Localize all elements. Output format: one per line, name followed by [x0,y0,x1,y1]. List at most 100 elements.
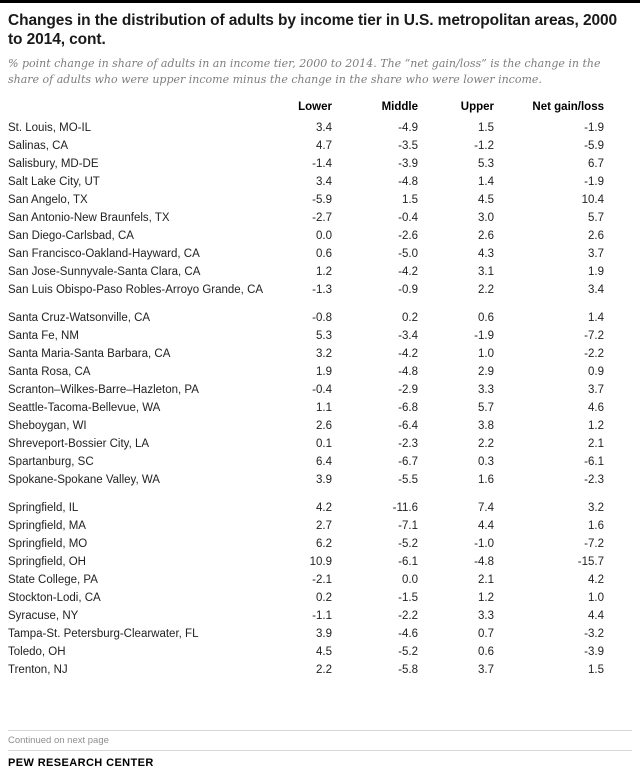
metro-column-header [8,97,270,119]
value-cell: 1.0 [588,592,604,605]
value-cell: -5.2 [398,538,418,551]
value-cell: -5.0 [398,248,418,261]
metro-name-cell: Springfield, MO [8,538,88,551]
value-cell: -0.9 [398,284,418,297]
value-cell: -1.4 [312,158,332,171]
value-cell: 4.5 [478,194,494,207]
table-row: Toledo, OH 4.5 -5.2 0.6 -3.9 [8,643,632,661]
table-row: Salisbury, MD-DE -1.4 -3.9 5.3 6.7 [8,155,632,173]
top-rule [0,0,640,3]
value-cell: 3.4 [588,284,604,297]
table-row: Seattle-Tacoma-Bellevue, WA 1.1 -6.8 5.7 4.6 [8,399,632,417]
value-cell: 3.7 [478,664,494,677]
value-cell: -4.6 [398,628,418,641]
value-cell: -4.2 [398,348,418,361]
value-cell: 3.7 [588,248,604,261]
value-cell: 3.2 [588,502,604,515]
value-cell: -1.1 [312,610,332,623]
table-row: Santa Fe, NM 5.3 -3.4 -1.9 -7.2 [8,327,632,345]
continued-note: Continued on next page [8,735,109,746]
value-cell: 1.6 [588,520,604,533]
metro-name-cell: Salt Lake City, UT [8,176,100,189]
value-cell: 0.9 [588,366,604,379]
value-cell: 1.2 [588,420,604,433]
value-cell: -1.5 [398,592,418,605]
value-cell: -4.2 [398,266,418,279]
table-row: San Luis Obispo-Paso Robles-Arroyo Grand… [8,281,632,299]
metro-name-cell: Salisbury, MD-DE [8,158,99,171]
value-cell: -1.9 [474,330,494,343]
table-row: Spartanburg, SC 6.4 -6.7 0.3 -6.1 [8,453,632,471]
value-cell: 0.6 [316,248,332,261]
column-header: Middle [381,101,418,114]
value-cell: 1.2 [316,266,332,279]
value-cell: 3.7 [588,384,604,397]
brand-name: PEW RESEARCH CENTER [8,757,154,769]
value-cell: -7.2 [584,538,604,551]
metro-name-cell: Shreveport-Bossier City, LA [8,438,150,451]
value-cell: -2.1 [312,574,332,587]
metro-name-cell: Santa Rosa, CA [8,366,91,379]
value-cell: -3.9 [398,158,418,171]
metro-name-cell: Springfield, OH [8,556,86,569]
value-cell: 5.3 [478,158,494,171]
value-cell: -5.9 [584,140,604,153]
value-cell: -5.8 [398,664,418,677]
value-cell: -5.5 [398,474,418,487]
metro-name-cell: Springfield, IL [8,502,79,515]
value-cell: 3.1 [478,266,494,279]
value-cell: 0.6 [478,312,494,325]
table-row: Santa Cruz-Watsonville, CA -0.8 0.2 0.6 1.4 [8,299,632,327]
value-cell: 4.6 [588,402,604,415]
footer-rule-bottom [8,750,632,751]
table-row: Shreveport-Bossier City, LA 0.1 -2.3 2.2 2.1 [8,435,632,453]
value-cell: 4.3 [478,248,494,261]
value-cell: -7.2 [584,330,604,343]
column-header: Net gain/loss [532,101,604,114]
metro-name-cell: San Jose-Sunnyvale-Santa Clara, CA [8,266,201,279]
value-cell: 3.9 [316,628,332,641]
value-cell: 3.0 [478,212,494,225]
value-cell: 3.3 [478,384,494,397]
metro-name-cell: Scranton–Wilkes-Barre–Hazleton, PA [8,384,199,397]
value-cell: 2.2 [478,284,494,297]
value-cell: 10.4 [581,194,604,207]
value-cell: 0.0 [402,574,418,587]
value-cell: -1.2 [474,140,494,153]
value-cell: -1.9 [584,122,604,135]
value-cell: 1.5 [478,122,494,135]
table-row: Springfield, MO 6.2 -5.2 -1.0 -7.2 [8,535,632,553]
metro-name-cell: San Diego-Carlsbad, CA [8,230,134,243]
value-cell: 1.2 [478,592,494,605]
table-row: Springfield, MA 2.7 -7.1 4.4 1.6 [8,517,632,535]
value-cell: 2.6 [478,230,494,243]
metro-name-cell: Springfield, MA [8,520,86,533]
value-cell: 2.2 [316,664,332,677]
metro-name-cell: Santa Fe, NM [8,330,79,343]
value-cell: 1.0 [478,348,494,361]
value-cell: -1.3 [312,284,332,297]
table-row: Tampa-St. Petersburg-Clearwater, FL 3.9 -4… [8,625,632,643]
value-cell: -3.9 [584,646,604,659]
metro-name-cell: Toledo, OH [8,646,66,659]
value-cell: 4.2 [588,574,604,587]
table-header-row: Lower Middle Upper Net gain/loss [8,97,632,119]
value-cell: -3.5 [398,140,418,153]
metro-name-cell: Tampa-St. Petersburg-Clearwater, FL [8,628,199,641]
value-cell: 2.2 [478,438,494,451]
metro-name-cell: San Luis Obispo-Paso Robles-Arroyo Grand… [8,284,264,297]
value-cell: -11.6 [392,502,418,515]
value-cell: -2.2 [584,348,604,361]
value-cell: -3.4 [398,330,418,343]
value-cell: 6.2 [316,538,332,551]
value-cell: 3.3 [478,610,494,623]
metro-name-cell: Syracuse, NY [8,610,79,623]
value-cell: 3.9 [316,474,332,487]
table-row: Santa Rosa, CA 1.9 -4.8 2.9 0.9 [8,363,632,381]
value-cell: 0.6 [478,646,494,659]
metro-name-cell: Spartanburg, SC [8,456,94,469]
value-cell: 2.1 [588,438,604,451]
value-cell: -0.4 [312,384,332,397]
metro-name-cell: Salinas, CA [8,140,69,153]
page-subtitle: % point change in share of adults in an … [8,57,601,86]
